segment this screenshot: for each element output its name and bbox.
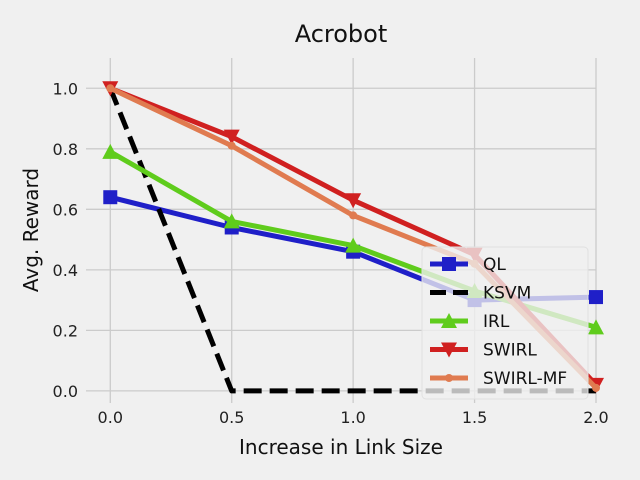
- x-tick-label: 1.0: [340, 408, 365, 427]
- data-point-ql: [589, 290, 603, 305]
- legend-item-irl: IRL: [430, 312, 510, 332]
- y-tick-label: 0.0: [53, 382, 78, 401]
- data-point-swirl-mf: [592, 383, 600, 392]
- x-tick-label: 0.0: [98, 408, 123, 427]
- x-axis-ticks: 0.0 0.5 1.0 1.5 2.0: [98, 408, 609, 427]
- y-tick-label: 0.8: [53, 140, 78, 159]
- y-tick-label: 0.6: [53, 200, 78, 219]
- data-point-swirl-mf: [106, 84, 115, 93]
- x-tick-label: 2.0: [583, 408, 608, 427]
- legend-label: KSVM: [483, 284, 531, 304]
- x-tick-label: 0.5: [219, 408, 244, 427]
- legend-item-ql: QL: [430, 255, 506, 275]
- legend-marker: [445, 374, 453, 382]
- x-tick-label: 1.5: [462, 408, 487, 427]
- y-tick-label: 1.0: [53, 79, 78, 98]
- legend-label: QL: [483, 255, 506, 275]
- legend-item-swirl: SWIRL: [430, 341, 537, 361]
- data-point-swirl: [345, 193, 362, 209]
- data-point-irl: [223, 213, 240, 229]
- data-point-irl: [102, 143, 119, 159]
- data-point-ql: [103, 190, 118, 205]
- data-point-swirl: [223, 129, 240, 145]
- legend: QL KSVM IRL SWIRL SWIRL-MF: [421, 246, 589, 400]
- legend-marker: [441, 342, 457, 358]
- legend-label: SWIRL: [483, 341, 537, 361]
- data-point-swirl-mf: [227, 141, 236, 150]
- legend-item-swirl-mf: SWIRL-MF: [430, 369, 567, 389]
- y-axis-label: Avg. Reward: [19, 168, 43, 292]
- y-tick-label: 0.4: [53, 261, 78, 280]
- x-axis-label: Increase in Link Size: [239, 435, 443, 459]
- data-point-irl: [588, 319, 604, 335]
- legend-box: [421, 246, 589, 400]
- legend-label: IRL: [483, 312, 510, 332]
- legend-marker: [441, 313, 457, 328]
- legend-label: SWIRL-MF: [483, 369, 567, 389]
- legend-marker: [442, 257, 456, 271]
- y-axis-ticks: 0.0 0.2 0.4 0.6 0.8 1.0: [53, 79, 78, 401]
- y-tick-label: 0.2: [53, 321, 78, 340]
- legend-item-ksvm: KSVM: [430, 284, 531, 304]
- data-point-irl: [345, 237, 362, 253]
- chart-title: Acrobot: [295, 20, 388, 48]
- data-point-swirl-mf: [349, 211, 358, 220]
